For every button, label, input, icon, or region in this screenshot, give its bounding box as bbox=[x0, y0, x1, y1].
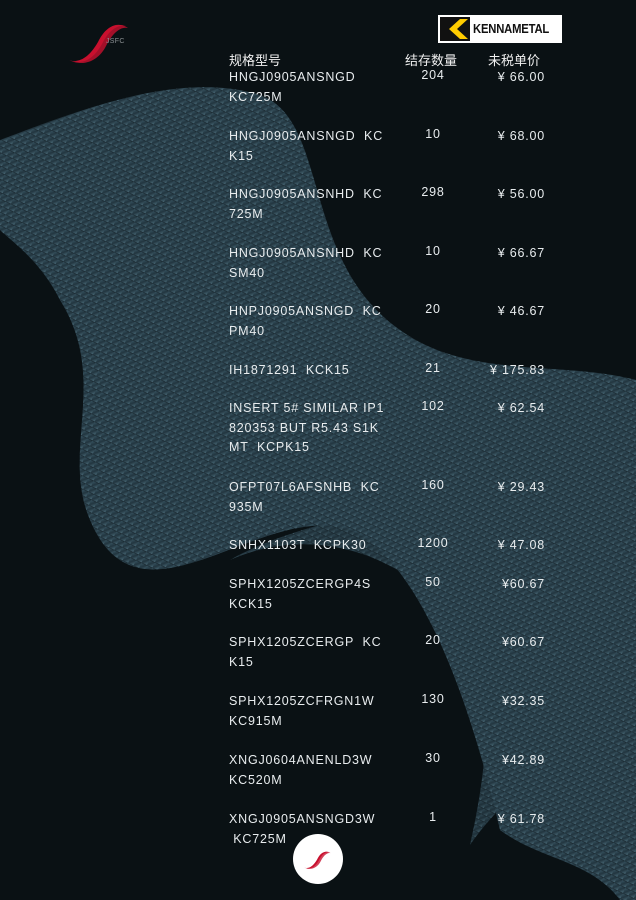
price-cell: ¥ 47.08 bbox=[497, 538, 545, 552]
price-cell: ¥42.89 bbox=[501, 753, 545, 767]
price-cell: ¥ 175.83 bbox=[489, 363, 545, 377]
model-cell: XNGJ0905ANSNGD3W KC725M bbox=[229, 812, 376, 846]
price-cell: ¥ 62.54 bbox=[497, 401, 545, 415]
model-cell: SPHX1205ZCERGP KC K15 bbox=[229, 635, 382, 669]
stock-cell: 50 bbox=[425, 575, 441, 589]
stock-cell: 1 bbox=[429, 810, 437, 824]
kennametal-wordmark: KENNAMETAL bbox=[473, 22, 550, 36]
header-price: 未税单价 bbox=[488, 54, 541, 69]
bottom-company-logo bbox=[293, 834, 343, 884]
stock-cell: 30 bbox=[425, 751, 441, 765]
stock-cell: 160 bbox=[421, 478, 445, 492]
model-cell: SPHX1205ZCFRGN1W KC915M bbox=[229, 694, 375, 728]
model-cell: SPHX1205ZCERGP4S KCK15 bbox=[229, 577, 372, 611]
price-cell: ¥ 56.00 bbox=[497, 187, 545, 201]
model-cell: OFPT07L6AFSNHB KC 935M bbox=[229, 480, 380, 514]
model-cell: INSERT 5# SIMILAR IP1 820353 BUT R5.43 S… bbox=[229, 401, 385, 454]
stock-cell: 130 bbox=[421, 692, 445, 706]
company-logo: JSFC bbox=[60, 16, 144, 66]
price-cell: ¥ 66.67 bbox=[497, 246, 545, 260]
stock-cell: 10 bbox=[425, 244, 441, 258]
price-cell: ¥ 68.00 bbox=[497, 129, 545, 143]
header-model: 规格型号 bbox=[229, 54, 282, 69]
kennametal-k-icon bbox=[440, 17, 470, 41]
stock-cell: 20 bbox=[425, 302, 441, 316]
stock-cell: 298 bbox=[421, 185, 445, 199]
stock-cell: 1200 bbox=[417, 536, 449, 550]
stock-cell: 20 bbox=[425, 633, 441, 647]
s-swoosh-logo-icon bbox=[68, 24, 128, 64]
model-cell: HNGJ0905ANSNHD KC 725M bbox=[229, 187, 383, 221]
kennametal-logo: KENNAMETAL bbox=[438, 15, 562, 43]
price-cell: ¥32.35 bbox=[501, 694, 545, 708]
price-cell: ¥60.67 bbox=[501, 577, 545, 591]
stock-cell: 204 bbox=[421, 68, 445, 82]
price-cell: ¥ 46.67 bbox=[497, 304, 545, 318]
s-swoosh-logo-icon bbox=[303, 851, 331, 869]
model-cell: IH1871291 KCK15 bbox=[229, 363, 350, 377]
model-cell: XNGJ0604ANENLD3W KC520M bbox=[229, 753, 373, 787]
price-cell: ¥ 61.78 bbox=[497, 812, 545, 826]
company-logo-text: JSFC bbox=[106, 38, 125, 45]
stock-cell: 21 bbox=[425, 361, 441, 375]
model-cell: HNGJ0905ANSNGD KC K15 bbox=[229, 129, 384, 163]
model-cell: HNGJ0905ANSNHD KC SM40 bbox=[229, 246, 383, 280]
price-cell: ¥ 66.00 bbox=[497, 70, 545, 84]
model-cell: HNPJ0905ANSNGD KC PM40 bbox=[229, 304, 382, 338]
stock-cell: 102 bbox=[421, 399, 445, 413]
stock-cell: 10 bbox=[425, 127, 441, 141]
model-cell: SNHX1103T KCPK30 bbox=[229, 538, 367, 552]
price-cell: ¥ 29.43 bbox=[497, 480, 545, 494]
model-cell: HNGJ0905ANSNGD KC725M bbox=[229, 70, 356, 104]
price-cell: ¥60.67 bbox=[501, 635, 545, 649]
header-stock: 结存数量 bbox=[405, 54, 458, 69]
